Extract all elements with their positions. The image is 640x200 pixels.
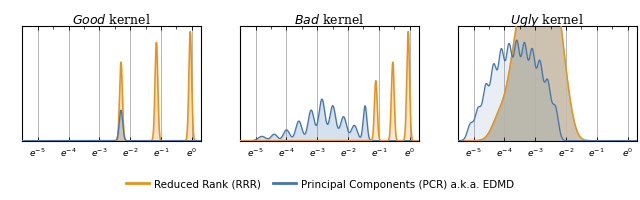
- Title: $\mathit{Good}$ kernel: $\mathit{Good}$ kernel: [72, 13, 151, 27]
- Title: $\mathit{Bad}$ kernel: $\mathit{Bad}$ kernel: [294, 13, 365, 27]
- Legend: Reduced Rank (RRR), Principal Components (PCR) a.k.a. EDMD: Reduced Rank (RRR), Principal Components…: [122, 175, 518, 193]
- Title: $\mathit{Ugly}$ kernel: $\mathit{Ugly}$ kernel: [511, 12, 584, 29]
